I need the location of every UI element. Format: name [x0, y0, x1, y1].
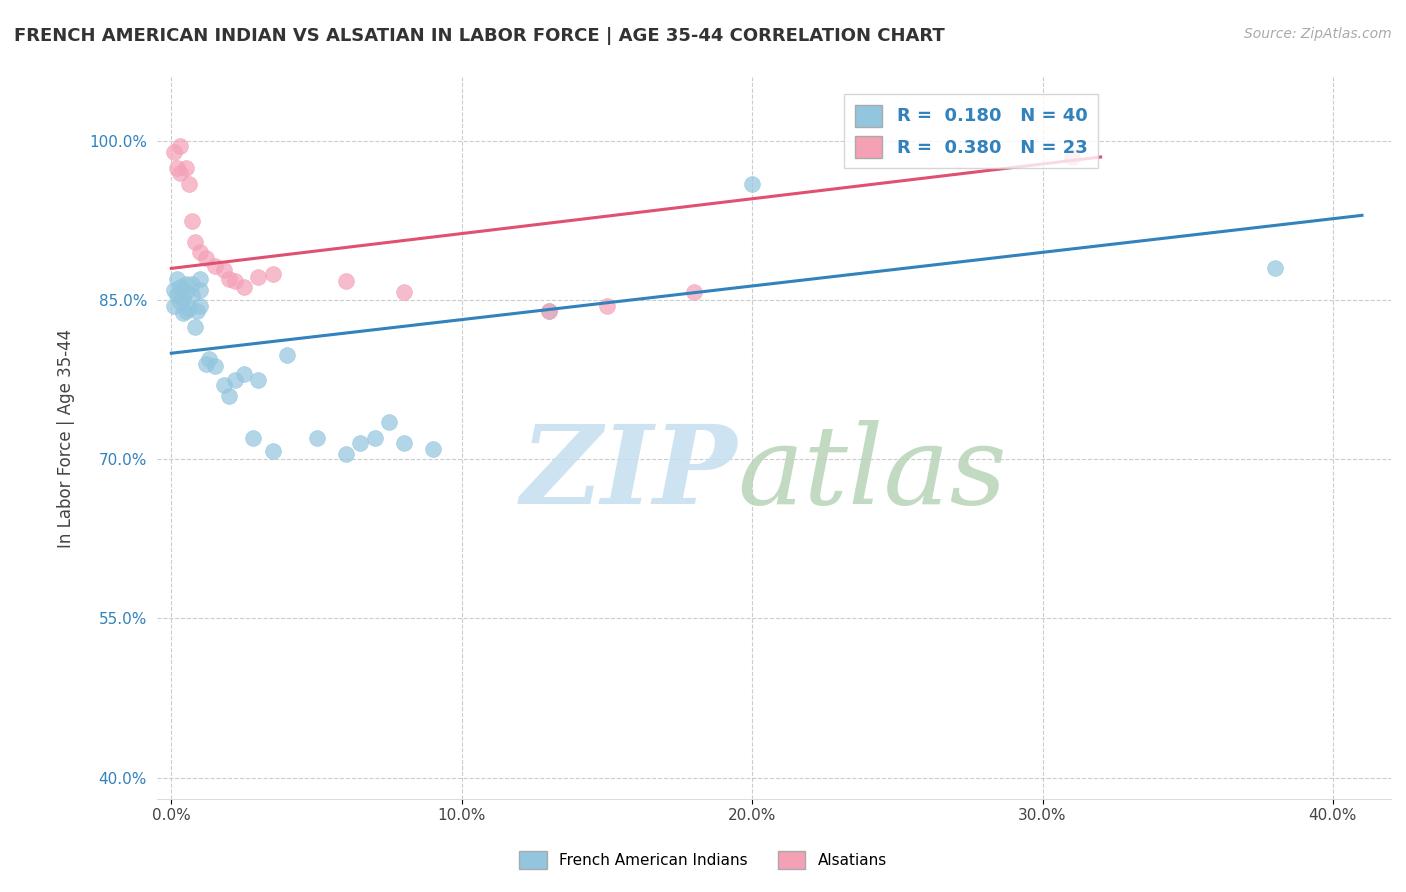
- Point: [305, 431, 328, 445]
- Point: [169, 295, 191, 310]
- Point: [596, 298, 619, 312]
- Point: [163, 283, 186, 297]
- Point: [1264, 261, 1286, 276]
- Point: [232, 280, 254, 294]
- Point: [276, 348, 298, 362]
- Point: [188, 272, 211, 286]
- Legend: R =  0.180   N = 40, R =  0.380   N = 23: R = 0.180 N = 40, R = 0.380 N = 23: [844, 94, 1098, 169]
- Point: [212, 263, 235, 277]
- Point: [262, 443, 284, 458]
- Point: [204, 359, 226, 373]
- Point: [247, 373, 270, 387]
- Y-axis label: In Labor Force | Age 35-44: In Labor Force | Age 35-44: [58, 328, 75, 548]
- Point: [349, 436, 371, 450]
- Text: atlas: atlas: [737, 420, 1007, 528]
- Point: [392, 285, 415, 299]
- Point: [163, 145, 186, 159]
- Point: [163, 298, 186, 312]
- Point: [198, 351, 221, 366]
- Point: [177, 301, 200, 315]
- Point: [166, 288, 188, 302]
- Point: [232, 368, 254, 382]
- Point: [204, 259, 226, 273]
- Point: [183, 319, 205, 334]
- Point: [174, 285, 197, 299]
- Point: [218, 389, 240, 403]
- Point: [172, 291, 194, 305]
- Text: ZIP: ZIP: [520, 420, 737, 528]
- Point: [262, 267, 284, 281]
- Point: [537, 303, 560, 318]
- Legend: French American Indians, Alsatians: French American Indians, Alsatians: [513, 845, 893, 875]
- Point: [186, 303, 208, 318]
- Point: [172, 306, 194, 320]
- Point: [224, 274, 246, 288]
- Point: [169, 280, 191, 294]
- Point: [335, 447, 357, 461]
- Point: [195, 251, 218, 265]
- Point: [169, 139, 191, 153]
- Point: [422, 442, 444, 456]
- Point: [180, 213, 202, 227]
- Point: [180, 277, 202, 292]
- Point: [242, 431, 264, 445]
- Point: [169, 166, 191, 180]
- Point: [174, 161, 197, 175]
- Point: [166, 161, 188, 175]
- Point: [188, 283, 211, 297]
- Point: [363, 431, 385, 445]
- Point: [1060, 150, 1083, 164]
- Text: FRENCH AMERICAN INDIAN VS ALSATIAN IN LABOR FORCE | AGE 35-44 CORRELATION CHART: FRENCH AMERICAN INDIAN VS ALSATIAN IN LA…: [14, 27, 945, 45]
- Point: [741, 177, 763, 191]
- Point: [335, 274, 357, 288]
- Point: [174, 303, 197, 318]
- Point: [378, 415, 401, 429]
- Point: [188, 245, 211, 260]
- Point: [195, 357, 218, 371]
- Point: [183, 235, 205, 249]
- Point: [180, 288, 202, 302]
- Point: [247, 269, 270, 284]
- Point: [166, 272, 188, 286]
- Point: [174, 277, 197, 292]
- Point: [177, 177, 200, 191]
- Point: [392, 436, 415, 450]
- Text: Source: ZipAtlas.com: Source: ZipAtlas.com: [1244, 27, 1392, 41]
- Point: [218, 272, 240, 286]
- Point: [683, 285, 706, 299]
- Point: [537, 303, 560, 318]
- Point: [212, 378, 235, 392]
- Point: [224, 373, 246, 387]
- Point: [188, 298, 211, 312]
